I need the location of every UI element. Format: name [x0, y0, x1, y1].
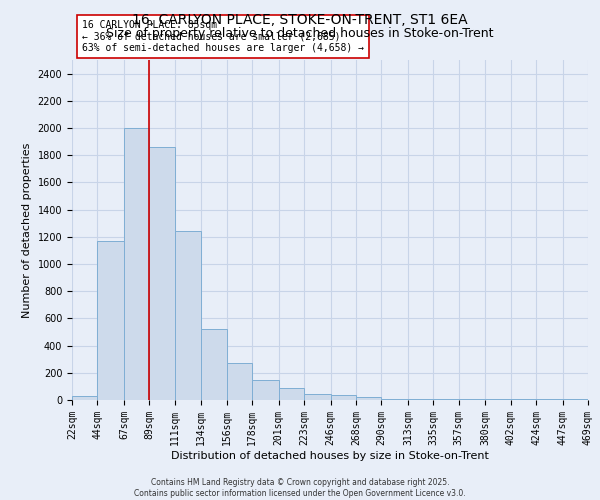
Bar: [175, 232, 201, 400]
Bar: [356, 398, 382, 400]
Text: 16 CARLYON PLACE: 85sqm
← 36% of detached houses are smaller (2,685)
63% of semi: 16 CARLYON PLACE: 85sqm ← 36% of detache…: [82, 20, 364, 53]
Text: 16, CARLYON PLACE, STOKE-ON-TRENT, ST1 6EA: 16, CARLYON PLACE, STOKE-ON-TRENT, ST1 6…: [132, 12, 468, 26]
X-axis label: Distribution of detached houses by size in Stoke-on-Trent: Distribution of detached houses by size …: [171, 450, 489, 460]
Bar: [278, 388, 304, 400]
Bar: [304, 394, 331, 400]
Bar: [72, 396, 97, 400]
Bar: [331, 394, 356, 400]
Text: Contains HM Land Registry data © Crown copyright and database right 2025.
Contai: Contains HM Land Registry data © Crown c…: [134, 478, 466, 498]
Text: Size of property relative to detached houses in Stoke-on-Trent: Size of property relative to detached ho…: [106, 28, 494, 40]
Bar: [149, 147, 175, 400]
Bar: [382, 398, 408, 400]
Y-axis label: Number of detached properties: Number of detached properties: [22, 142, 32, 318]
Bar: [252, 380, 278, 400]
Bar: [97, 241, 124, 400]
Bar: [227, 364, 252, 400]
Bar: [408, 398, 433, 400]
Bar: [201, 330, 227, 400]
Bar: [124, 128, 149, 400]
